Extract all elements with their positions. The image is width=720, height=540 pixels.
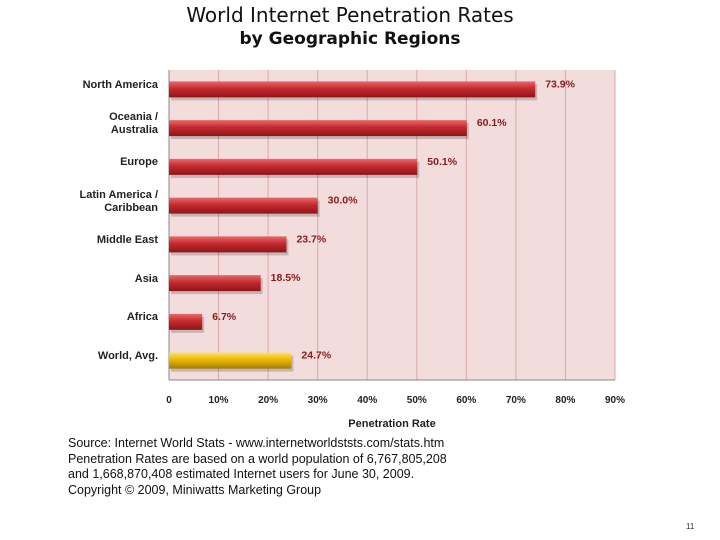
category-label: Africa — [8, 311, 158, 324]
category-label-line: North America — [82, 78, 158, 91]
bar-value-label: 73.9% — [545, 78, 575, 90]
bar — [169, 236, 287, 253]
chart-title-line1: World Internet Penetration Rates — [186, 3, 514, 27]
x-tick-label: 50% — [407, 395, 427, 406]
category-label: North America — [8, 79, 158, 92]
bar-world-avg — [169, 352, 292, 369]
source-note: Source: Internet World Stats - www.inter… — [68, 436, 447, 498]
bar-value-label: 30.0% — [328, 195, 358, 207]
bar-value-label: 60.1% — [477, 117, 507, 129]
category-label: Europe — [8, 156, 158, 169]
page-number: 11 — [686, 522, 695, 531]
source-line-4: Copyright © 2009, Miniwatts Marketing Gr… — [68, 482, 322, 497]
category-label-line: Caribbean — [104, 201, 158, 214]
category-label-line: Asia — [134, 272, 158, 285]
category-label-line: Oceania / — [109, 111, 158, 124]
bar-value-label: 50.1% — [427, 156, 457, 168]
category-label: Latin America / Caribbean — [8, 189, 158, 215]
x-tick-label: 0 — [166, 395, 172, 406]
plot-area — [169, 70, 615, 380]
category-label-line: World, Avg. — [97, 350, 158, 363]
source-line-2: Penetration Rates are based on a world p… — [68, 451, 447, 466]
category-label-line: Australia — [110, 124, 158, 137]
bar — [169, 120, 467, 137]
bar-value-label: 6.7% — [212, 311, 237, 323]
x-tick-label: 20% — [258, 395, 278, 406]
bar-value-label: 23.7% — [296, 233, 326, 245]
category-label: World, Avg. — [8, 350, 158, 363]
category-label-line: Europe — [120, 156, 158, 169]
bar — [169, 313, 203, 330]
bar — [169, 197, 318, 214]
category-label-line: Latin America / — [79, 188, 158, 201]
bar — [169, 275, 261, 292]
category-label: Oceania / Australia — [8, 111, 158, 137]
x-tick-label: 40% — [357, 395, 377, 406]
category-label-line: Middle East — [96, 233, 158, 246]
category-label: Asia — [8, 273, 158, 286]
bar-value-label: 18.5% — [271, 272, 301, 284]
bar-value-label: 24.7% — [301, 350, 331, 362]
chart-title: World Internet Penetration Rates by Geog… — [0, 2, 700, 50]
bar — [169, 81, 536, 98]
x-tick-label: 80% — [555, 395, 575, 406]
x-axis-title: Penetration Rate — [348, 418, 435, 430]
x-tick-label: 90% — [605, 395, 625, 406]
x-tick-label: 70% — [506, 395, 526, 406]
chart-title-line2: by Geographic Regions — [239, 29, 461, 49]
category-label: Middle East — [8, 234, 158, 247]
x-tick-label: 60% — [456, 395, 476, 406]
bar — [169, 158, 418, 175]
source-line-1: Source: Internet World Stats - www.inter… — [68, 436, 445, 450]
category-label-line: Africa — [126, 311, 158, 324]
source-line-3: and 1,668,870,408 estimated Internet use… — [68, 467, 415, 481]
x-tick-label: 30% — [308, 395, 328, 406]
x-tick-label: 10% — [209, 395, 229, 406]
